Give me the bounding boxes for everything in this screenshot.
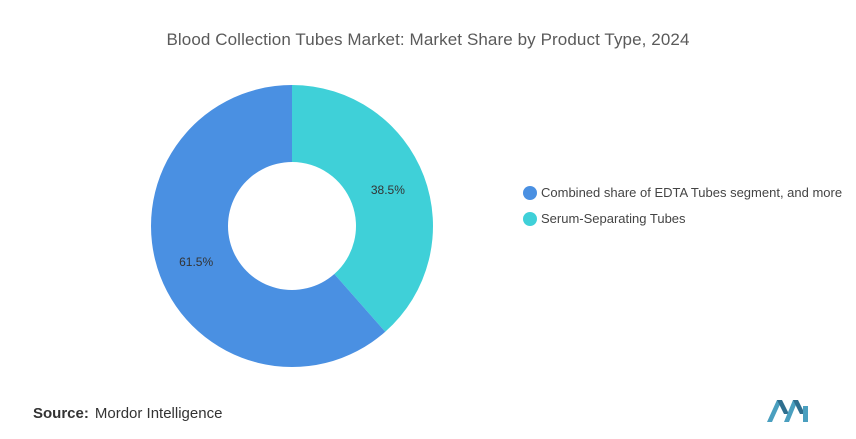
donut-slices xyxy=(150,85,433,367)
source-label: Source: xyxy=(33,405,89,422)
slice-serum[interactable] xyxy=(292,85,433,332)
source-text: Mordor Intelligence xyxy=(94,405,223,422)
slice-edta[interactable] xyxy=(150,85,386,367)
legend-swatch-edta xyxy=(523,186,537,200)
legend-label-edta: Combined share of EDTA Tubes segment, an… xyxy=(541,185,843,200)
slice-labels: 38.5% 61.5% xyxy=(179,183,405,269)
mordor-intelligence-logo-icon xyxy=(767,400,808,422)
chart-title: Blood Collection Tubes Market: Market Sh… xyxy=(166,30,690,49)
data-label-serum: 38.5% xyxy=(371,183,405,197)
source-note: Source: Mordor Intelligence xyxy=(33,405,222,422)
legend-label-serum: Serum-Separating Tubes xyxy=(541,211,686,226)
data-label-edta: 61.5% xyxy=(179,255,213,269)
legend-swatch-serum xyxy=(523,212,537,226)
chart-legend: Combined share of EDTA Tubes segment, an… xyxy=(523,184,853,236)
legend-item-edta[interactable]: Combined share of EDTA Tubes segment, an… xyxy=(523,184,853,202)
legend-item-serum[interactable]: Serum-Separating Tubes xyxy=(523,210,853,228)
